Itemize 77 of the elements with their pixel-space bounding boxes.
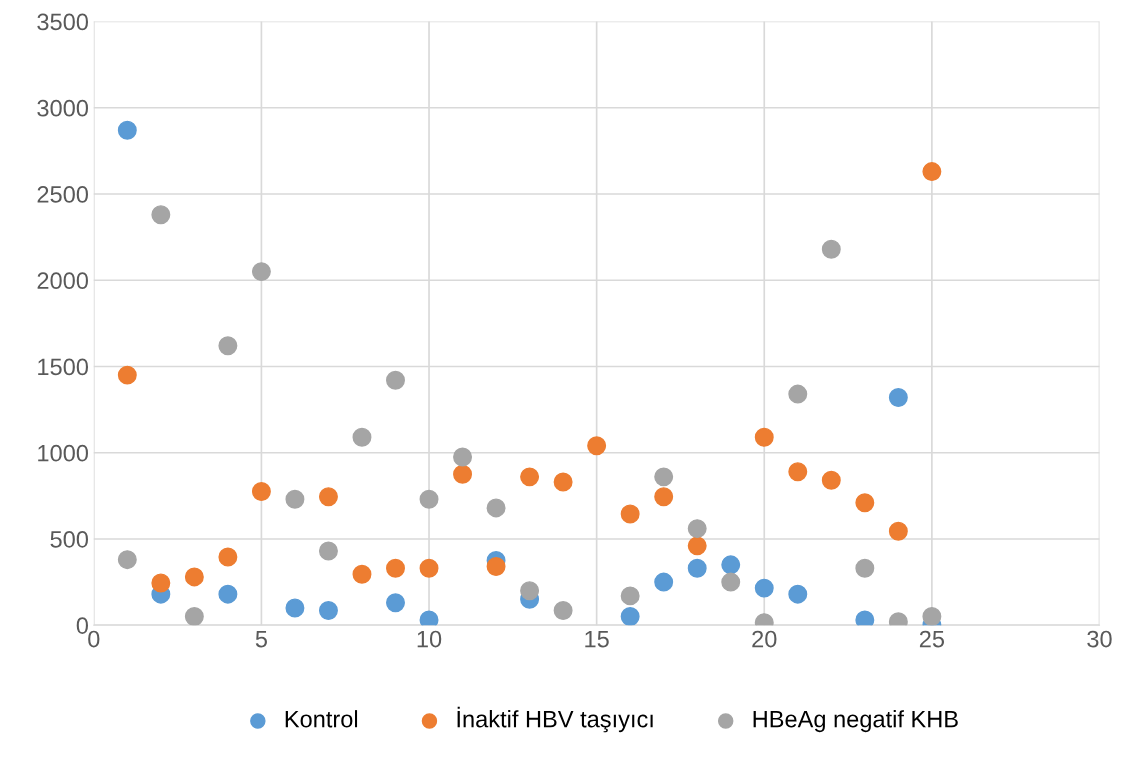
point <box>352 427 372 447</box>
x-tick-label: 10 <box>417 630 442 648</box>
point <box>151 573 171 593</box>
point <box>687 519 707 539</box>
point <box>386 593 405 613</box>
point <box>285 489 305 509</box>
x-tick-label: 15 <box>585 630 609 648</box>
point <box>821 239 841 259</box>
point <box>184 607 204 626</box>
point <box>117 120 137 140</box>
point <box>218 547 238 567</box>
legend-label: HBeAg negatif KHB <box>753 710 958 733</box>
point <box>151 205 171 225</box>
point <box>117 550 137 570</box>
point <box>184 567 204 587</box>
point <box>620 504 640 524</box>
point <box>788 384 808 404</box>
point <box>620 586 640 606</box>
point <box>419 489 439 509</box>
legend-label: Kontrol <box>285 710 358 728</box>
point <box>855 610 875 626</box>
point <box>553 601 573 621</box>
x-tick-label: 0 <box>88 630 100 648</box>
point <box>486 557 506 577</box>
point <box>687 558 707 578</box>
x-tick-label: 30 <box>1087 630 1112 648</box>
point <box>453 464 473 484</box>
point <box>888 521 908 541</box>
point <box>654 572 674 592</box>
point <box>285 598 305 618</box>
x-tick-label: 5 <box>255 630 267 648</box>
point <box>620 607 640 626</box>
point <box>922 162 942 182</box>
y-tick-label: 1000 <box>38 444 89 462</box>
point <box>251 482 271 502</box>
point <box>520 581 540 601</box>
point <box>453 447 473 467</box>
point <box>553 472 573 492</box>
point <box>587 436 607 456</box>
y-tick-label: 500 <box>50 531 89 548</box>
point <box>754 578 774 598</box>
point <box>352 564 372 584</box>
y-tick-label: 0 <box>76 617 89 634</box>
point <box>888 388 908 408</box>
point <box>855 493 875 513</box>
point <box>318 601 338 621</box>
point <box>721 572 741 592</box>
point <box>687 536 707 556</box>
point <box>218 336 238 356</box>
x-tick-label: 20 <box>752 630 777 648</box>
y-tick-label: 1500 <box>38 358 89 376</box>
point <box>654 467 674 487</box>
point <box>520 467 540 487</box>
point <box>654 487 674 507</box>
x-tick-label: 25 <box>919 630 945 648</box>
y-tick-label: 2000 <box>37 272 89 290</box>
legend-label: İnaktif HBV taşıyıcı <box>457 706 653 733</box>
point <box>922 607 942 626</box>
point <box>788 462 808 482</box>
point <box>855 558 875 578</box>
point <box>721 555 741 575</box>
y-tick-label: 2500 <box>37 186 89 203</box>
point <box>386 370 405 390</box>
point <box>419 610 439 626</box>
point <box>821 470 841 490</box>
point <box>251 262 271 282</box>
point <box>386 558 405 578</box>
point <box>486 498 506 518</box>
point <box>218 584 238 604</box>
y-tick-label: 3000 <box>37 99 89 117</box>
point <box>419 558 439 578</box>
point <box>788 584 808 604</box>
y-tick-label: 3500 <box>37 13 89 31</box>
point <box>318 541 338 561</box>
point <box>318 487 338 507</box>
point <box>754 427 774 447</box>
point <box>117 365 137 385</box>
